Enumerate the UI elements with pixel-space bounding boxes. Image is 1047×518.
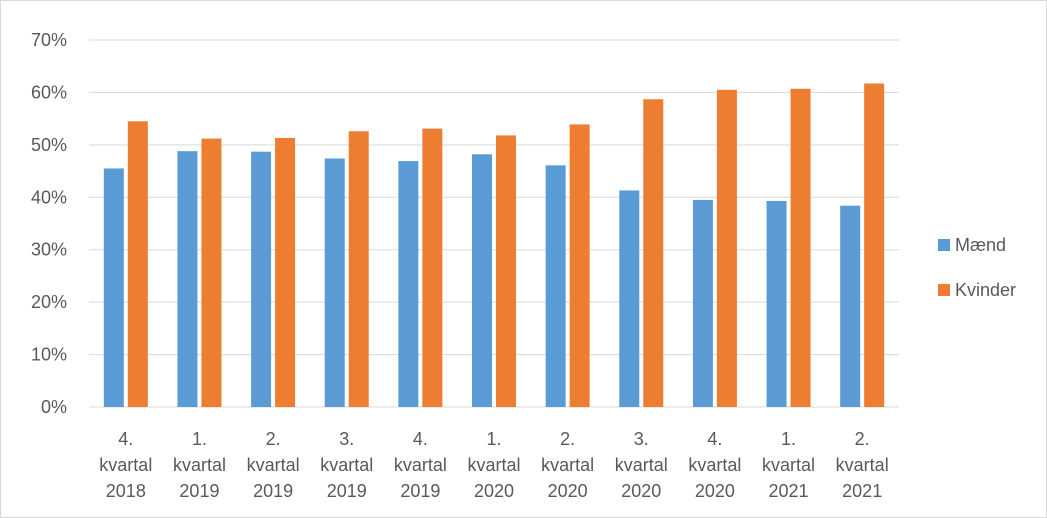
x-tick-label: 2. kvartal 2020 (541, 429, 594, 501)
x-tick-label: 3. kvartal 2019 (320, 429, 373, 501)
x-tick-label: 1. kvartal 2019 (173, 429, 226, 501)
bar-kvinder (422, 128, 443, 407)
bar-kvinder (496, 135, 516, 408)
bar-kvinder (275, 138, 296, 407)
bar-maend (103, 168, 124, 407)
y-tick-label: 40% (31, 187, 67, 207)
bar-maend (840, 205, 861, 407)
legend-label-kvinder: Kvinder (955, 280, 1016, 300)
bar-maend (177, 151, 198, 407)
y-tick-label: 70% (31, 30, 67, 50)
bar-maend (472, 154, 492, 407)
y-tick-label: 20% (31, 292, 67, 312)
x-tick-label: 1. kvartal 2021 (762, 429, 815, 501)
bar-kvinder (790, 88, 811, 407)
bar-maend (545, 165, 566, 407)
legend-swatch-kvinder (938, 284, 950, 296)
x-tick-label: 1. kvartal 2020 (467, 429, 520, 501)
x-tick-label: 4. kvartal 2019 (394, 429, 447, 501)
bar-kvinder (864, 83, 885, 407)
bar-kvinder (348, 131, 369, 407)
bar-maend (766, 200, 787, 407)
bar-kvinder (127, 121, 148, 407)
bar-maend (692, 199, 713, 407)
bar-maend (398, 161, 419, 407)
y-tick-label: 30% (31, 240, 67, 260)
legend-swatch-maend (938, 239, 950, 251)
bar-maend (324, 158, 345, 407)
y-tick-label: 10% (31, 345, 67, 365)
x-tick-label: 4. kvartal 2020 (688, 429, 741, 501)
bar-kvinder (716, 89, 737, 408)
bar-maend (251, 151, 272, 407)
bar-kvinder (643, 99, 664, 407)
bar-maend (619, 190, 640, 407)
bar-kvinder (569, 124, 590, 407)
y-tick-label: 50% (31, 135, 67, 155)
x-tick-label: 2. kvartal 2019 (247, 429, 300, 501)
x-tick-label: 2. kvartal 2021 (836, 429, 889, 501)
y-tick-label: 60% (31, 82, 67, 102)
y-tick-label: 0% (41, 397, 67, 417)
legend-label-maend: Mænd (955, 235, 1006, 255)
x-tick-label: 3. kvartal 2020 (615, 429, 668, 501)
bar-kvinder (201, 138, 222, 407)
x-tick-label: 4. kvartal 2018 (99, 429, 152, 501)
